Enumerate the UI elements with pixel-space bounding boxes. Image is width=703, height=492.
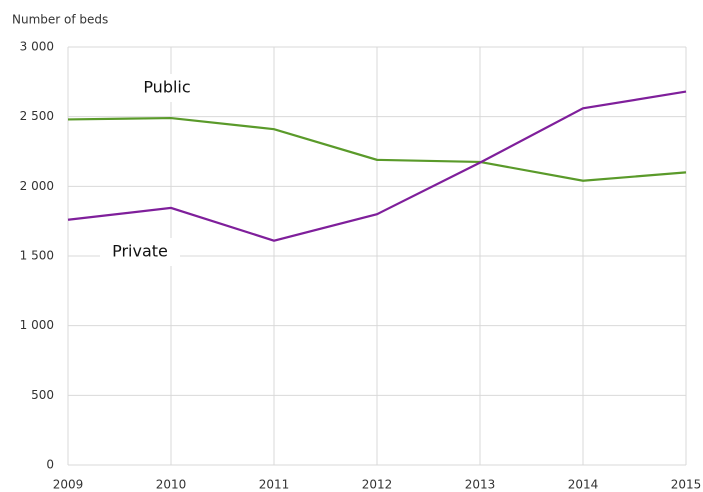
x-tick-label: 2012 [362,478,393,492]
series-label: Public [143,78,190,97]
x-tick-label: 2009 [53,478,84,492]
y-tick-label: 500 [31,388,54,402]
x-tick-label: 2014 [568,478,599,492]
y-tick-label: 2 500 [20,109,54,123]
series-line [67,90,687,242]
label-background [100,238,180,266]
y-tick-label: 2 000 [20,179,54,193]
series-line [67,116,687,182]
y-tick-label: 1 000 [20,318,54,332]
y-tick-label: 3 000 [20,40,54,54]
x-tick-label: 2010 [156,478,187,492]
series-label: Private [112,242,168,261]
y-axis-label: Number of beds [12,13,108,27]
y-tick-label: 0 [46,458,54,472]
y-tick-label: 1 500 [20,249,54,263]
x-tick-label: 2011 [259,478,290,492]
label-background [127,74,207,102]
x-tick-label: 2013 [465,478,496,492]
x-tick-label: 2015 [671,478,702,492]
